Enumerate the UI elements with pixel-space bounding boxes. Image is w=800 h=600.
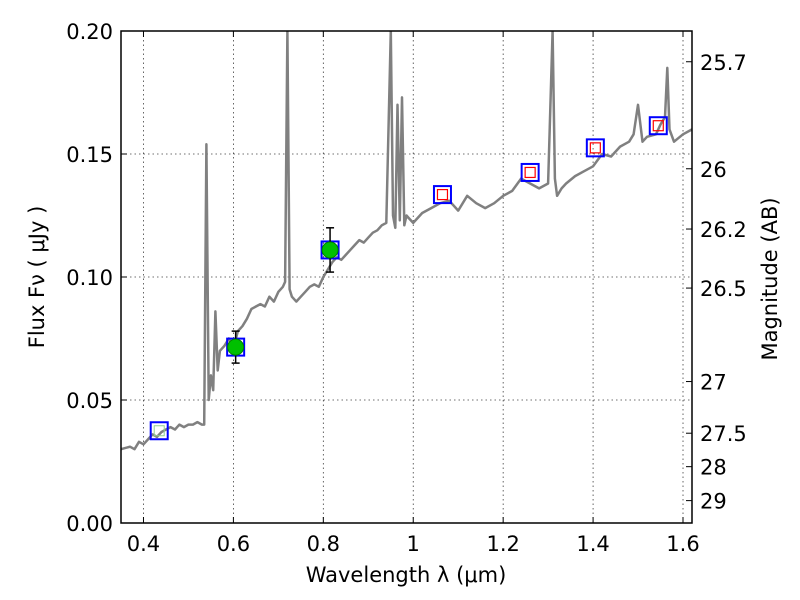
y-tick-label: 0.05 (66, 389, 113, 413)
tick-layer: 0.4 0.6 0.8 1 1.2 1.4 1.6 0.00 0.05 0.10 0.15 0.20 2… (66, 20, 747, 556)
upper-limit-square (436, 188, 449, 201)
marker-layer (149, 116, 668, 441)
x-tick-label: 0.8 (307, 532, 340, 556)
x-tick-label: 1.6 (666, 532, 699, 556)
right-tick-label: 27 (700, 371, 727, 395)
y-tick-label: 0.10 (66, 266, 113, 290)
right-tick-label: 27.5 (700, 422, 747, 446)
y-tick-label: 0.00 (66, 512, 113, 536)
sed-line (121, 31, 692, 451)
right-tick-label: 26.5 (700, 277, 747, 301)
right-tick-label: 25.7 (700, 51, 747, 75)
x-axis-label: Wavelength λ (μm) (306, 563, 507, 587)
right-axis-label: Magnitude (AB) (758, 197, 782, 360)
observed-point (321, 241, 339, 259)
model-photometry-square (432, 185, 452, 205)
model-photometry-square (520, 162, 540, 182)
model-photometry-square (648, 116, 668, 136)
upper-limit-square (652, 120, 664, 132)
y-tick-label: 0.15 (66, 143, 113, 167)
x-tick-label: 0.6 (217, 532, 250, 556)
model-photometry-square (149, 421, 169, 441)
faint-point-square (153, 425, 165, 437)
x-tick-label: 0.4 (127, 532, 160, 556)
x-tick-label: 1.4 (576, 532, 609, 556)
x-tick-label: 1.2 (486, 532, 519, 556)
upper-limit-square (524, 166, 536, 179)
right-tick-label: 26.2 (700, 218, 747, 242)
sed-line-layer (121, 31, 692, 451)
right-tick-label: 29 (700, 490, 727, 514)
right-tick-label: 26 (700, 158, 727, 182)
model-photometry-square (585, 138, 605, 158)
x-tick-label: 1 (407, 532, 420, 556)
observed-point (227, 338, 245, 356)
upper-limit-square (589, 142, 601, 154)
y-axis-label: Flux Fν ( μJy ) (25, 206, 49, 349)
y-tick-label: 0.20 (66, 20, 113, 44)
grid (121, 31, 692, 523)
right-tick-label: 28 (700, 456, 727, 480)
